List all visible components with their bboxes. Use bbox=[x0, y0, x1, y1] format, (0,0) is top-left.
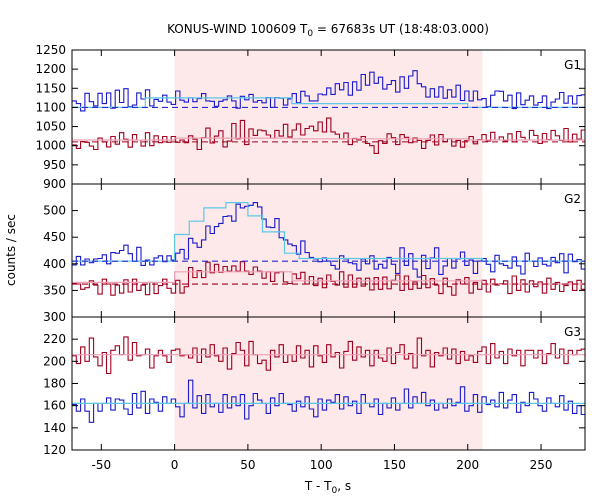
y-tick-label: 350 bbox=[43, 283, 66, 297]
y-tick-label: 1150 bbox=[35, 81, 66, 95]
y-tick-label: 900 bbox=[43, 177, 66, 191]
x-tick-label: 150 bbox=[383, 458, 406, 472]
y-axis-label: counts / sec bbox=[4, 214, 18, 286]
x-tick-label: 50 bbox=[240, 458, 255, 472]
panel-g2-series-1 bbox=[72, 261, 585, 296]
panel-g2 bbox=[72, 202, 585, 296]
x-axis-label: T - T0, s bbox=[304, 479, 351, 496]
y-tick-label: 180 bbox=[43, 377, 66, 391]
panel-label-g3: G3 bbox=[564, 325, 581, 339]
series-layer bbox=[72, 70, 585, 423]
y-tick-label: 450 bbox=[43, 230, 66, 244]
y-tick-label: 400 bbox=[43, 257, 66, 271]
y-tick-label: 300 bbox=[43, 310, 66, 324]
y-tick-label: 1200 bbox=[35, 62, 66, 76]
chart-title: KONUS-WIND 100609 T0 = 67683s UT (18:48:… bbox=[167, 22, 489, 39]
panel-label-g2: G2 bbox=[564, 192, 581, 206]
y-tick-label: 220 bbox=[43, 332, 66, 346]
panel-g1 bbox=[72, 70, 585, 154]
panel-g1-series-2 bbox=[72, 97, 585, 108]
y-tick-label: 950 bbox=[43, 158, 66, 172]
y-tick-label: 1100 bbox=[35, 100, 66, 114]
panel-label-g1: G1 bbox=[564, 58, 581, 72]
panel-g1-series-3 bbox=[72, 137, 585, 141]
x-tick-label: -50 bbox=[92, 458, 112, 472]
shaded-interval-layer bbox=[174, 50, 483, 450]
panel-g1-series-1 bbox=[72, 117, 585, 154]
x-tick-label: 250 bbox=[530, 458, 553, 472]
axes-layer: 900950100010501100115012001250G130035040… bbox=[35, 43, 586, 472]
y-tick-label: 160 bbox=[43, 399, 66, 413]
y-tick-label: 1000 bbox=[35, 139, 66, 153]
y-tick-label: 1250 bbox=[35, 43, 66, 57]
panel-g1-series-0 bbox=[72, 70, 585, 112]
panel-g2-series-0 bbox=[72, 202, 585, 278]
y-tick-label: 500 bbox=[43, 204, 66, 218]
panel-g3 bbox=[72, 336, 585, 423]
panel-g3-series-1 bbox=[72, 379, 585, 423]
x-tick-label: 200 bbox=[456, 458, 479, 472]
y-tick-label: 120 bbox=[43, 443, 66, 457]
y-tick-label: 1050 bbox=[35, 120, 66, 134]
panel-g3-series-0 bbox=[72, 336, 585, 375]
x-tick-label: 0 bbox=[171, 458, 179, 472]
y-tick-label: 140 bbox=[43, 421, 66, 435]
y-tick-label: 200 bbox=[43, 354, 66, 368]
panel-g2-series-2 bbox=[72, 202, 585, 262]
x-tick-label: 100 bbox=[310, 458, 333, 472]
shaded-interval bbox=[174, 50, 483, 450]
